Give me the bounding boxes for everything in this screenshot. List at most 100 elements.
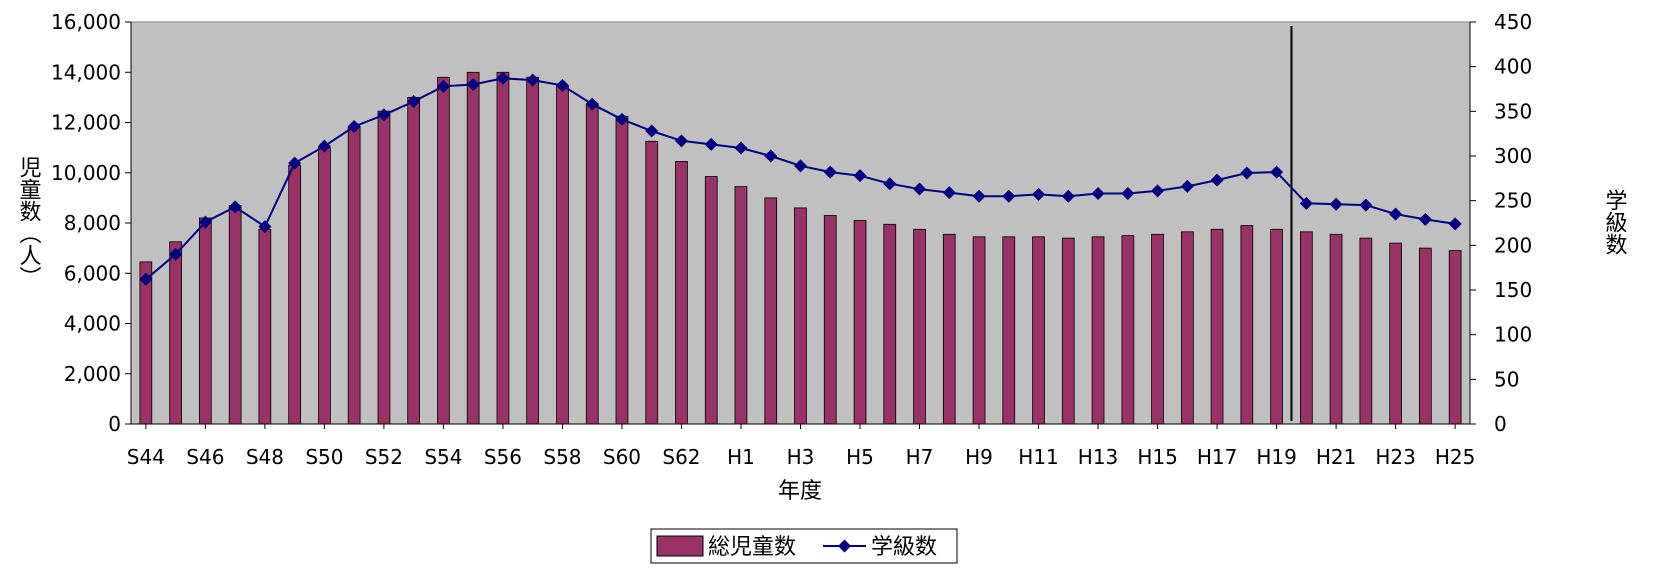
bar-S46 (198, 217, 212, 425)
point-H10 (1002, 189, 1016, 203)
point-H17 (1210, 173, 1224, 187)
point-S62 (674, 134, 688, 148)
bar-H5 (853, 220, 867, 425)
point-H20 (1299, 196, 1313, 210)
x-tick-label: S62 (662, 445, 700, 469)
x-tick-label: H3 (787, 445, 815, 469)
x-tick-label: H21 (1316, 445, 1357, 469)
x-tick-label: H25 (1435, 445, 1476, 469)
bar-H13 (1091, 236, 1105, 425)
legend: 総児童数 学級数 (650, 528, 958, 564)
point-H15 (1151, 184, 1165, 198)
bar-H17 (1210, 228, 1224, 425)
bar-S56 (496, 71, 510, 425)
point-H18 (1240, 166, 1254, 180)
bar-H23 (1389, 242, 1402, 425)
x-tick-label: S52 (365, 445, 403, 469)
x-tick-label: H15 (1137, 445, 1178, 469)
bar-H12 (1061, 237, 1075, 425)
point-H1 (734, 141, 748, 155)
y2-tick-label: 400 (1494, 55, 1532, 79)
bar-H4 (823, 215, 837, 425)
point-H24 (1418, 212, 1432, 226)
point-H14 (1121, 187, 1135, 201)
bar-H19 (1270, 228, 1283, 425)
point-H13 (1091, 187, 1105, 201)
point-S45 (169, 247, 183, 261)
y-tick-label: 16,000 (51, 10, 121, 34)
point-H3 (794, 159, 807, 173)
x-tick-label: S44 (127, 445, 165, 469)
bar-H11 (1032, 236, 1045, 425)
y2-tick-label: 450 (1494, 10, 1532, 34)
bar-H15 (1151, 233, 1164, 425)
bar-S59 (585, 103, 599, 425)
point-S46 (198, 215, 212, 229)
point-H9 (972, 189, 986, 203)
bar-S52 (377, 110, 391, 425)
y2-tick-label: 250 (1494, 189, 1532, 213)
y2-tick-label: 200 (1494, 233, 1532, 257)
point-S55 (466, 78, 480, 92)
x-axis-title: 年度 (778, 479, 822, 504)
y2-tick-label: 150 (1494, 278, 1532, 302)
bar-S45 (169, 241, 182, 425)
bar-H16 (1181, 231, 1194, 425)
y-tick-label: 2,000 (64, 362, 121, 386)
bar-S51 (347, 125, 361, 425)
y-tick-label: 6,000 (64, 261, 121, 285)
legend-line-label: 学級数 (871, 535, 937, 560)
bar-H7 (913, 228, 926, 425)
line-points (139, 71, 1462, 286)
bar-S58 (556, 85, 569, 425)
point-S44 (139, 272, 153, 286)
point-S56 (496, 71, 510, 85)
bar-H6 (883, 223, 897, 425)
point-H6 (883, 177, 897, 191)
bar-H9 (972, 236, 986, 425)
x-tick-label: H9 (965, 445, 993, 469)
y-tick-label: 12,000 (51, 111, 121, 135)
bar-S53 (407, 97, 421, 425)
point-S59 (585, 97, 599, 111)
y2-tick-label: 0 (1494, 412, 1507, 436)
point-S53 (407, 95, 421, 109)
bar-S61 (645, 140, 659, 425)
bar-H22 (1359, 237, 1373, 425)
point-H16 (1180, 179, 1194, 193)
point-S49 (288, 156, 302, 170)
bar-S63 (704, 176, 718, 425)
point-H7 (913, 182, 927, 196)
x-tick-label: H1 (727, 445, 755, 469)
point-H19 (1270, 165, 1284, 179)
bar-S44 (139, 261, 153, 425)
x-tick-label: S50 (305, 445, 343, 469)
bar-S47 (228, 204, 242, 425)
bar-H10 (1002, 236, 1016, 425)
bar-S49 (288, 164, 302, 425)
x-tick-label: S48 (246, 445, 284, 469)
point-S57 (526, 73, 540, 87)
x-tick-label: S58 (543, 445, 581, 469)
legend-bar-label: 総児童数 (708, 535, 796, 560)
y-axis-right-ticks: 0 50 100 150 200 250 300 350 400 450 (1470, 10, 1532, 436)
point-H21 (1329, 197, 1343, 211)
point-S61 (645, 124, 659, 138)
x-tick-label: S60 (603, 445, 641, 469)
bar-H8 (942, 233, 956, 425)
y-axis-right-title: 学級数 (1602, 189, 1628, 255)
point-S50 (317, 139, 331, 153)
x-tick-label: S46 (186, 445, 224, 469)
x-axis-ticks: S44 S46 S48 S50 S52 S54 S56 S58 S60 S62 H1 H3 H5 H7 H9… (127, 424, 1476, 469)
point-S47 (228, 200, 242, 214)
y2-tick-label: 100 (1494, 323, 1532, 347)
y2-tick-label: 300 (1494, 144, 1532, 168)
point-S48 (258, 220, 272, 234)
y-axis-left-ticks: 0 2,000 4,000 6,000 8,000 10,000 12,000 14,000 1… (51, 10, 131, 436)
point-H11 (1032, 187, 1046, 201)
y-axis-left-title: 児童数（人） (16, 156, 42, 288)
bar-S48 (258, 228, 272, 425)
bar-S50 (318, 147, 331, 425)
x-tick-label: H5 (846, 445, 874, 469)
